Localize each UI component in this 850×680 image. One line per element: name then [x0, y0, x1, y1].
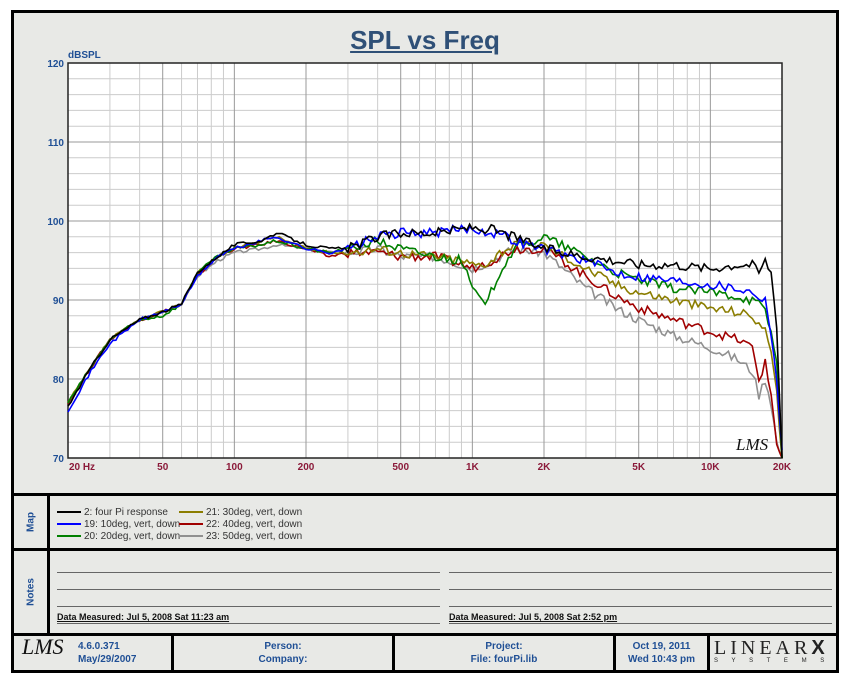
legend-entry: 19: 10deg, vert, down: [57, 518, 180, 530]
y-tick-label: 120: [47, 59, 64, 70]
legend-label: 2: four Pi response: [84, 506, 168, 518]
grid: [67, 62, 783, 459]
legend-swatch: [57, 511, 81, 513]
person-label: Person:: [264, 641, 302, 652]
y-axis-label: dBSPL: [68, 50, 101, 61]
curves: [67, 222, 783, 459]
linearx-logo: LINEARX S Y S T E M S: [714, 637, 831, 664]
x-tick-label: 50: [157, 462, 169, 473]
footer-version-cell: LMS 4.6.0.371 May/29/2007: [14, 636, 174, 670]
y-tick-label: 110: [48, 138, 65, 149]
file-name: File: fourPi.lib: [470, 654, 538, 665]
x-tick-label: 500: [392, 462, 409, 473]
x-tick-label: 10K: [701, 462, 720, 473]
x-tick-label: 20K: [773, 462, 792, 473]
legend-entry: 20: 20deg, vert, down: [57, 530, 180, 542]
report-date: Oct 19, 2011: [632, 641, 691, 652]
x-tick-label: 5K: [632, 462, 646, 473]
legend-entry: 2: four Pi response: [57, 506, 168, 518]
x-tick-label: 20 Hz: [69, 462, 95, 473]
spl-chart: 120 110 100 90 80 70 20 Hz 50 100 200 500 1K 2K 5K 10…: [47, 50, 792, 473]
footer-person-cell: Person: Company:: [174, 636, 395, 670]
report-frame: SPL vs Freq 120 110 100 90 80 70 20 Hz 50 100 20…: [11, 10, 839, 673]
version: 4.6.0.371: [78, 641, 120, 652]
x-tick-label: 2K: [538, 462, 552, 473]
project-label: Project:: [485, 641, 523, 652]
data-measured-left: Data Measured: Jul 5, 2008 Sat 11:23 am: [57, 612, 230, 622]
lms-logo: LMS: [22, 634, 64, 659]
legend-swatch: [57, 535, 81, 537]
y-ticks: 120 110 100 90 80 70: [47, 59, 64, 465]
legend-swatch: [179, 535, 203, 537]
legend-label: 23: 50deg, vert, down: [206, 530, 303, 542]
notes-section: Notes Data Measured: Jul 5, 2008 Sat 11:…: [14, 548, 836, 633]
legend-entry: 22: 40deg, vert, down: [179, 518, 302, 530]
legend-entry: 23: 50deg, vert, down: [179, 530, 302, 542]
plot-border: [67, 62, 783, 459]
y-tick-label: 100: [47, 217, 64, 228]
legend-swatch: [179, 511, 203, 513]
legend-swatch: [57, 523, 81, 525]
x-tick-label: 100: [226, 462, 243, 473]
report-time: Wed 10:43 pm: [627, 654, 696, 665]
footer: LMS 4.6.0.371 May/29/2007 Person: Compan…: [14, 633, 836, 673]
map-section: Map 2: four Pi response 19: 10deg, vert, …: [14, 493, 836, 548]
y-tick-label: 70: [53, 454, 65, 465]
x-ticks: 20 Hz 50 100 200 500 1K 2K 5K 10K 20K: [69, 462, 792, 473]
legend-label: 19: 10deg, vert, down: [84, 518, 181, 530]
lms-watermark: LMS: [735, 435, 769, 454]
data-measured-right: Data Measured: Jul 5, 2008 Sat 2:52 pm: [449, 612, 618, 622]
footer-project-cell: Project: File: fourPi.lib: [395, 636, 616, 670]
y-tick-label: 90: [53, 296, 65, 307]
footer-date-cell: Oct 19, 2011 Wed 10:43 pm: [616, 636, 710, 670]
map-label: Map: [25, 512, 36, 532]
build-date: May/29/2007: [78, 654, 137, 665]
legend-swatch: [179, 523, 203, 525]
legend-label: 22: 40deg, vert, down: [206, 518, 303, 530]
x-tick-label: 200: [298, 462, 315, 473]
y-tick-label: 80: [53, 375, 65, 386]
company-label: Company:: [258, 654, 308, 665]
notes-label: Notes: [25, 578, 36, 606]
plot-background: [68, 63, 782, 458]
series-line: [67, 222, 783, 459]
legend-entry: 21: 30deg, vert, down: [179, 506, 302, 518]
legend-label: 20: 20deg, vert, down: [84, 530, 181, 542]
legend-label: 21: 30deg, vert, down: [206, 506, 303, 518]
x-tick-label: 1K: [466, 462, 480, 473]
chart-title: SPL vs Freq: [350, 25, 500, 55]
